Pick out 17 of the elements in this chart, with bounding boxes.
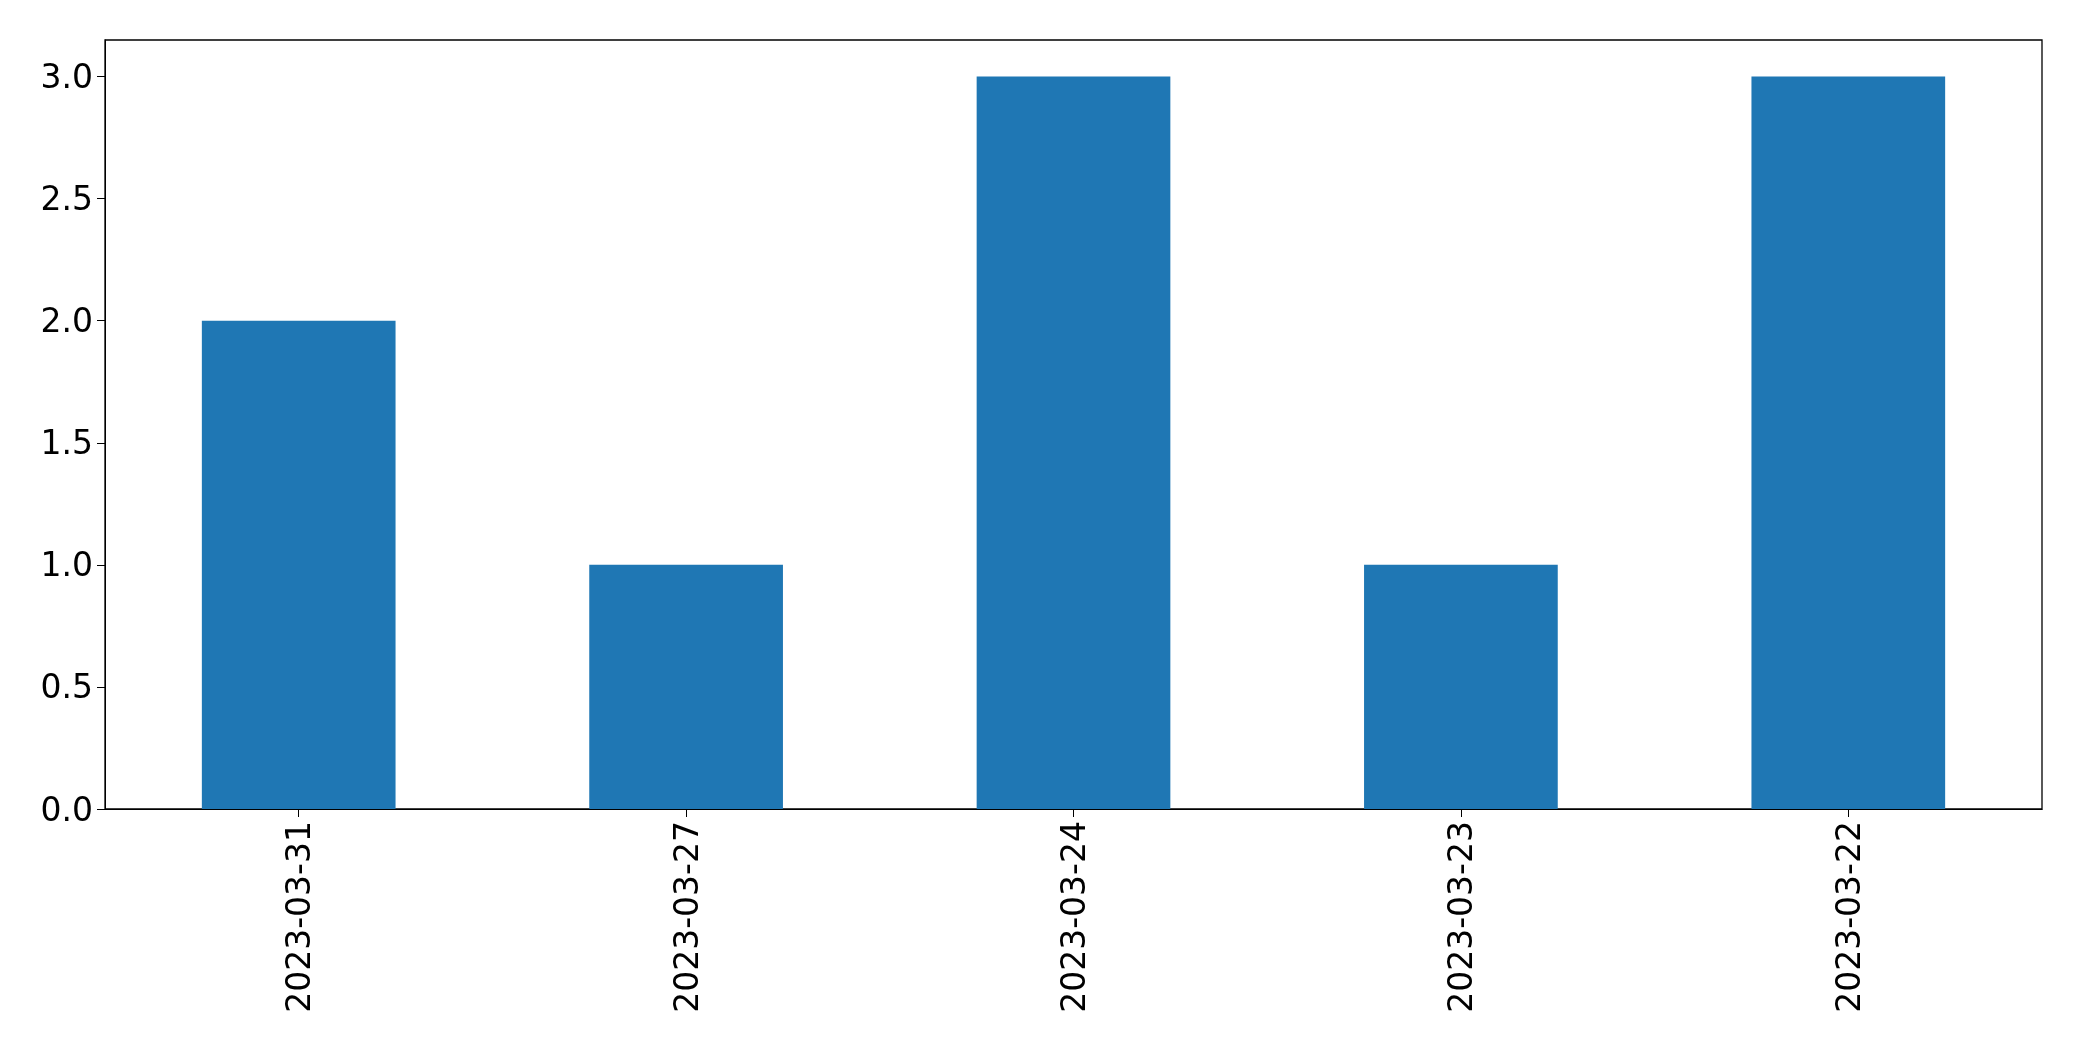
bar (1751, 76, 1946, 809)
y-tick-label: 3.0 (40, 57, 93, 97)
bar (976, 76, 1171, 809)
x-tick-label: 2023-03-31 (279, 821, 319, 1013)
y-tick-label: 0.0 (40, 789, 93, 829)
y-tick-label: 0.5 (40, 667, 93, 707)
bar (589, 564, 783, 809)
x-tick-label: 2023-03-24 (1054, 821, 1093, 1013)
x-tick-label: 2023-03-22 (1828, 821, 1868, 1013)
bar (201, 320, 396, 809)
y-tick-label: 2.0 (40, 301, 93, 341)
y-tick-label: 1.0 (40, 545, 93, 585)
x-tick-label: 2023-03-27 (666, 821, 706, 1013)
bar (1364, 564, 1558, 809)
y-tick-label: 1.5 (40, 423, 93, 463)
y-tick-label: 2.5 (40, 179, 93, 219)
x-tick-label: 2023-03-23 (1441, 821, 1481, 1013)
